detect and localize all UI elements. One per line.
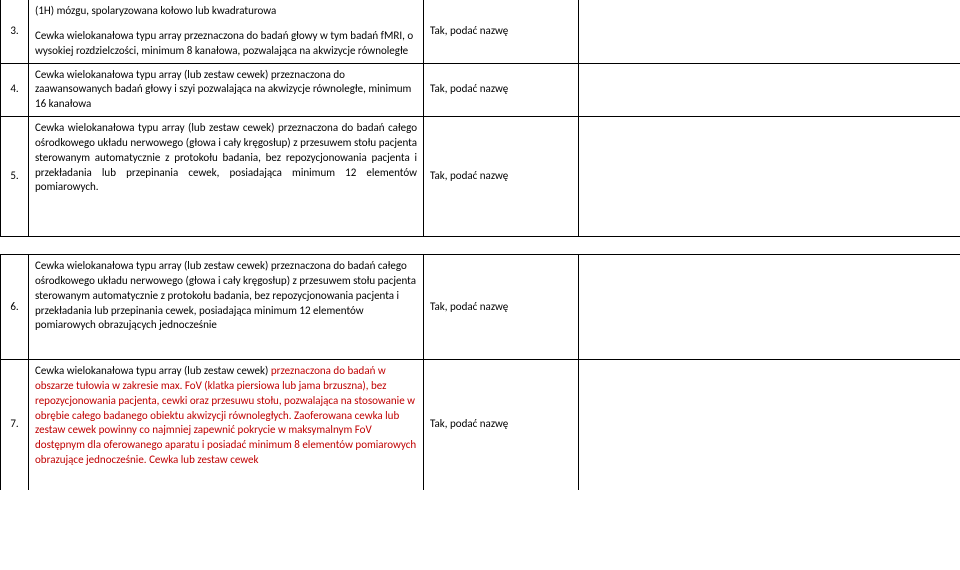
table-row: 3. (1H) mózgu, spolaryzowana kołowo lub …: [1, 0, 960, 63]
desc-red-part: przeznaczona do badań w obszarze tułowia…: [35, 364, 416, 466]
spacer-row: [1, 237, 960, 255]
row-requirement: Tak, podać nazwę: [424, 117, 579, 237]
row-number: 6.: [1, 255, 29, 360]
row-answer: [579, 0, 960, 63]
row-answer: [579, 63, 960, 117]
row-requirement: Tak, podać nazwę: [424, 360, 579, 490]
desc-part1: (1H) mózgu, spolaryzowana kołowo lub kwa…: [35, 4, 417, 19]
row-number: 7.: [1, 360, 29, 490]
spec-table: 3. (1H) mózgu, spolaryzowana kołowo lub …: [0, 0, 960, 490]
table-row: 5. Cewka wielokanałowa typu array (lub z…: [1, 117, 960, 237]
row-answer: [579, 360, 960, 490]
row-answer: [579, 255, 960, 360]
row-number: 5.: [1, 117, 29, 237]
row-description: Cewka wielokanałowa typu array (lub zest…: [29, 360, 424, 490]
row-requirement: Tak, podać nazwę: [424, 63, 579, 117]
row-description: (1H) mózgu, spolaryzowana kołowo lub kwa…: [29, 0, 424, 63]
table-row: 4. Cewka wielokanałowa typu array (lub z…: [1, 63, 960, 117]
row-number: 3.: [1, 0, 29, 63]
row-answer: [579, 117, 960, 237]
row-requirement: Tak, podać nazwę: [424, 255, 579, 360]
row-description: Cewka wielokanałowa typu array (lub zest…: [29, 255, 424, 360]
table-row: 7. Cewka wielokanałowa typu array (lub z…: [1, 360, 960, 490]
row-description: Cewka wielokanałowa typu array (lub zest…: [29, 63, 424, 117]
desc-black-part: Cewka wielokanałowa typu array (lub zest…: [35, 364, 268, 377]
row-requirement: Tak, podać nazwę: [424, 0, 579, 63]
row-number: 4.: [1, 63, 29, 117]
desc-part2: Cewka wielokanałowa typu array przeznacz…: [35, 29, 417, 59]
table-row: 6. Cewka wielokanałowa typu array (lub z…: [1, 255, 960, 360]
row-description: Cewka wielokanałowa typu array (lub zest…: [29, 117, 424, 237]
